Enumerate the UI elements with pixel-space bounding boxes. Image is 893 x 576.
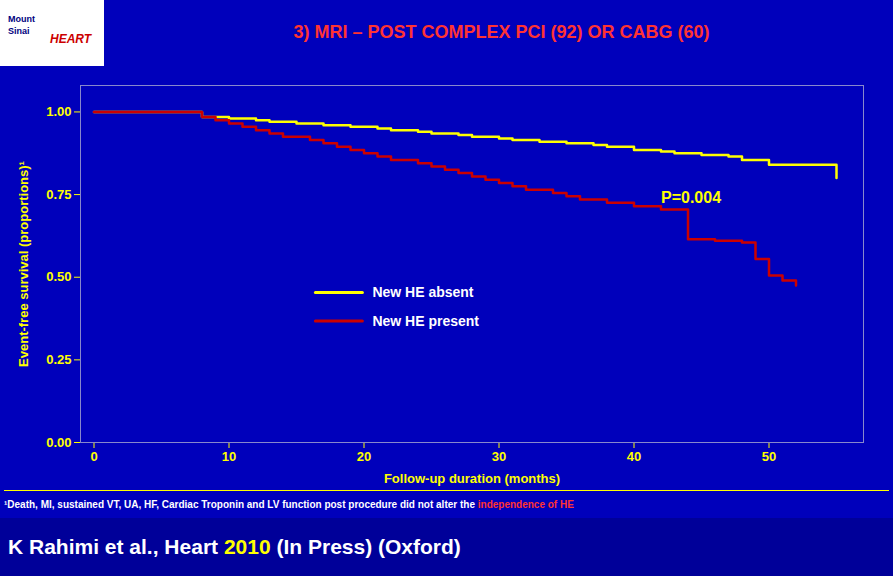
svg-text:New HE absent: New HE absent: [372, 284, 473, 300]
svg-text:0.75: 0.75: [46, 187, 71, 202]
html-text:HEART: HEART: [50, 32, 92, 46]
svg-text:10: 10: [222, 449, 236, 464]
svg-text:30: 30: [492, 449, 506, 464]
svg-text:40: 40: [627, 449, 641, 464]
svg-text:New HE present: New HE present: [372, 313, 479, 329]
html-text:Mount: Mount: [8, 14, 35, 24]
html-text:Sinai: Sinai: [8, 26, 30, 36]
svg-text:0.00: 0.00: [46, 435, 71, 450]
html-text:¹Death, MI, sustained VT, UA,: ¹Death, MI, sustained VT, UA, HF, Cardia…: [4, 499, 574, 510]
svg-text:P=0.004: P=0.004: [661, 189, 721, 206]
svg-text:1.00: 1.00: [46, 104, 71, 119]
svg-text:0.50: 0.50: [46, 269, 71, 284]
html-text:K Rahimi et al., Heart 2010 (I: K Rahimi et al., Heart 2010 (In Press) (…: [8, 535, 461, 558]
svg-text:Event-free survival (proportio: Event-free survival (proportions)¹: [16, 161, 31, 367]
svg-text:Follow-up duration (months): Follow-up duration (months): [384, 471, 560, 486]
svg-text:0.25: 0.25: [46, 352, 71, 367]
svg-text:20: 20: [357, 449, 371, 464]
svg-text:0: 0: [90, 449, 97, 464]
html-text:3) MRI – POST COMPLEX PCI (92): 3) MRI – POST COMPLEX PCI (92) OR CABG (…: [293, 22, 710, 42]
svg-text:50: 50: [762, 449, 776, 464]
